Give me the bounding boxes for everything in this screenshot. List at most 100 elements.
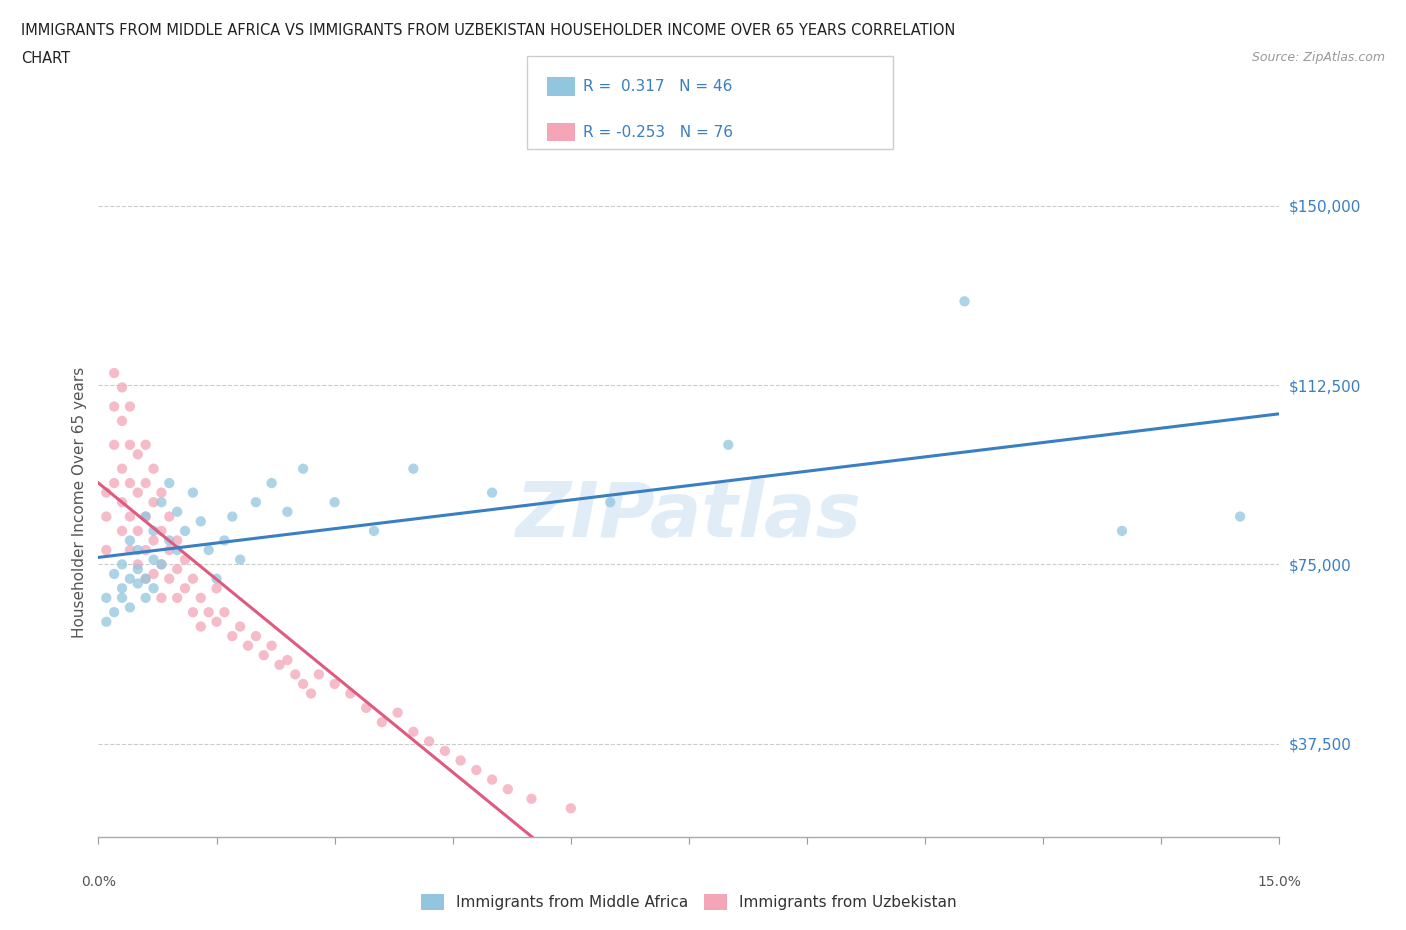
Point — [418, 734, 440, 749]
Point — [103, 437, 125, 452]
Text: CHART: CHART — [21, 51, 70, 66]
Point — [157, 509, 180, 524]
Legend: Immigrants from Middle Africa, Immigrants from Uzbekistan: Immigrants from Middle Africa, Immigrant… — [415, 888, 963, 916]
Point — [127, 557, 149, 572]
Point — [1229, 509, 1251, 524]
Point — [135, 475, 157, 490]
Point — [174, 552, 197, 567]
Point — [717, 437, 740, 452]
Point — [292, 676, 315, 691]
Point — [496, 782, 519, 797]
Point — [197, 604, 219, 619]
Point — [166, 542, 188, 557]
Point — [142, 533, 165, 548]
Text: 15.0%: 15.0% — [1257, 875, 1302, 889]
Y-axis label: Householder Income Over 65 years: Householder Income Over 65 years — [72, 366, 87, 638]
Point — [118, 509, 141, 524]
Text: 0.0%: 0.0% — [82, 875, 115, 889]
Point — [127, 576, 149, 591]
Point — [142, 495, 165, 510]
Point — [118, 475, 141, 490]
Point — [157, 533, 180, 548]
Point — [135, 509, 157, 524]
Text: R =  0.317   N = 46: R = 0.317 N = 46 — [583, 79, 733, 94]
Point — [292, 461, 315, 476]
Point — [150, 591, 173, 605]
Point — [599, 495, 621, 510]
Point — [450, 753, 472, 768]
Point — [229, 552, 252, 567]
Point — [245, 629, 267, 644]
Point — [135, 571, 157, 586]
Text: ZIPatlas: ZIPatlas — [516, 479, 862, 552]
Point — [111, 524, 134, 538]
Point — [118, 399, 141, 414]
Point — [142, 552, 165, 567]
Point — [260, 475, 283, 490]
Point — [150, 557, 173, 572]
Point — [308, 667, 330, 682]
Point — [181, 604, 204, 619]
Point — [276, 653, 298, 668]
Point — [339, 686, 361, 701]
Point — [103, 604, 125, 619]
Point — [190, 591, 212, 605]
Point — [205, 571, 228, 586]
Point — [111, 591, 134, 605]
Point — [197, 542, 219, 557]
Point — [166, 504, 188, 519]
Point — [181, 571, 204, 586]
Point — [481, 772, 503, 787]
Point — [111, 557, 134, 572]
Point — [127, 485, 149, 500]
Point — [481, 485, 503, 500]
Point — [205, 615, 228, 630]
Point — [142, 461, 165, 476]
Point — [174, 524, 197, 538]
Point — [111, 414, 134, 429]
Point — [135, 591, 157, 605]
Point — [363, 524, 385, 538]
Point — [96, 615, 118, 630]
Point — [402, 461, 425, 476]
Point — [111, 380, 134, 395]
Point — [299, 686, 322, 701]
Point — [103, 365, 125, 380]
Point — [157, 475, 180, 490]
Point — [190, 514, 212, 529]
Point — [245, 495, 267, 510]
Point — [142, 581, 165, 596]
Point — [253, 648, 276, 663]
Point — [111, 461, 134, 476]
Point — [276, 504, 298, 519]
Point — [118, 533, 141, 548]
Text: Source: ZipAtlas.com: Source: ZipAtlas.com — [1251, 51, 1385, 64]
Point — [111, 495, 134, 510]
Point — [150, 557, 173, 572]
Point — [166, 533, 188, 548]
Point — [166, 591, 188, 605]
Point — [229, 619, 252, 634]
Point — [221, 509, 243, 524]
Point — [260, 638, 283, 653]
Point — [214, 533, 236, 548]
Point — [323, 676, 346, 691]
Point — [96, 485, 118, 500]
Point — [181, 485, 204, 500]
Point — [166, 562, 188, 577]
Point — [236, 638, 259, 653]
Point — [118, 437, 141, 452]
Point — [103, 475, 125, 490]
Point — [284, 667, 307, 682]
Point — [150, 485, 173, 500]
Point — [402, 724, 425, 739]
Point — [135, 509, 157, 524]
Point — [135, 542, 157, 557]
Point — [135, 571, 157, 586]
Point — [205, 581, 228, 596]
Point — [96, 591, 118, 605]
Point — [118, 542, 141, 557]
Text: IMMIGRANTS FROM MIDDLE AFRICA VS IMMIGRANTS FROM UZBEKISTAN HOUSEHOLDER INCOME O: IMMIGRANTS FROM MIDDLE AFRICA VS IMMIGRA… — [21, 23, 956, 38]
Point — [127, 542, 149, 557]
Point — [157, 542, 180, 557]
